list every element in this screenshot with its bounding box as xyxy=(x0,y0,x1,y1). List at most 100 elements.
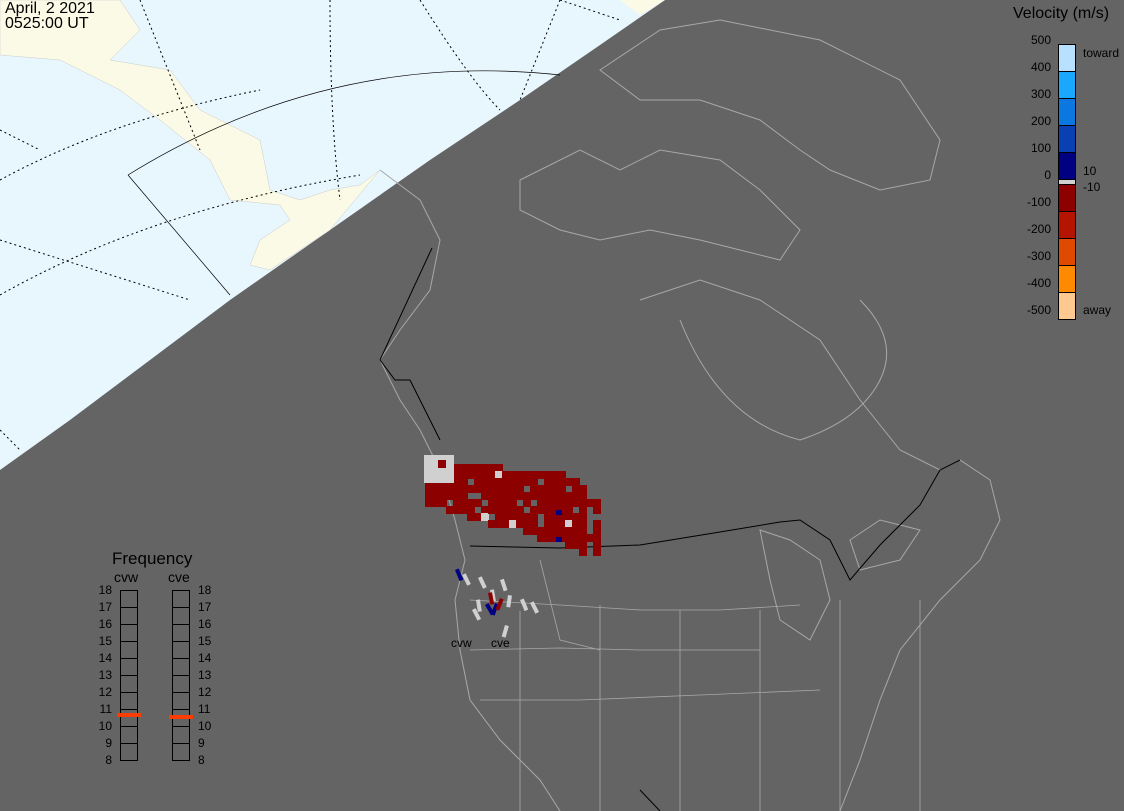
scatter-cell xyxy=(439,485,447,493)
scatter-cell xyxy=(537,471,545,479)
scatter-cell xyxy=(460,499,468,507)
scatter-cell xyxy=(530,485,538,493)
colorbar-tick-label: -100 xyxy=(1026,195,1051,209)
scatter-cell xyxy=(544,492,552,500)
scatter-cell xyxy=(453,464,461,472)
scatter-cell xyxy=(537,506,545,514)
scatter-cell xyxy=(460,485,468,493)
scatter-cell xyxy=(502,513,510,521)
scatter-cell xyxy=(488,471,496,479)
scatter-cell xyxy=(544,485,552,493)
scatter-cell xyxy=(488,478,496,486)
scatter-cell xyxy=(593,499,601,507)
colorbar-segment xyxy=(1059,153,1075,180)
scatter-vector xyxy=(472,608,482,621)
scatter-cell xyxy=(565,506,573,514)
scatter-cell xyxy=(481,471,489,479)
scatter-cell xyxy=(551,527,559,535)
colorbar-segment xyxy=(1059,266,1075,293)
scatter-cell xyxy=(579,520,587,528)
scatter-cell xyxy=(530,492,538,500)
scatter-cell xyxy=(516,492,524,500)
colorbar-segment xyxy=(1059,239,1075,266)
scatter-cell xyxy=(537,492,545,500)
scatter-vector xyxy=(462,573,471,586)
scatter-cell xyxy=(558,499,566,507)
scatter-vector xyxy=(488,592,495,605)
away-label: away xyxy=(1083,303,1112,317)
scatter-cell xyxy=(523,513,531,521)
frequency-tick-label: 15 xyxy=(98,634,112,648)
scatter-cell xyxy=(516,485,524,493)
scatter-cell xyxy=(523,492,531,500)
toward-label: toward xyxy=(1083,46,1120,60)
scatter-cell xyxy=(558,527,566,535)
scatter-cell xyxy=(502,492,510,500)
scatter-cell xyxy=(488,506,496,514)
colorbar-tick-label: -300 xyxy=(1026,249,1051,263)
frequency-tick-label: 9 xyxy=(105,736,112,750)
scatter-cell xyxy=(516,478,524,486)
scatter-cell xyxy=(474,513,482,521)
scatter-cell xyxy=(438,460,446,468)
scatter-vector xyxy=(478,576,487,589)
colorbar-tick-label: 500 xyxy=(1030,33,1051,47)
scatter-cell xyxy=(530,527,538,535)
scatter-cell xyxy=(558,492,566,500)
daylight-land xyxy=(0,0,381,271)
scatter-vector xyxy=(530,601,539,614)
scatter-cell xyxy=(523,527,531,535)
scatter-cell xyxy=(523,478,531,486)
scatter-cell xyxy=(565,513,573,521)
colorbar-tick-label: -200 xyxy=(1026,222,1051,236)
scatter-cell xyxy=(558,485,566,493)
scatter-cell xyxy=(586,534,594,542)
scatter-cell xyxy=(495,499,503,507)
scatter-cell xyxy=(593,541,601,549)
frequency-tick-label: 16 xyxy=(198,617,212,631)
scatter-cell xyxy=(544,534,552,542)
scatter-cell xyxy=(467,485,475,493)
scatter-cell xyxy=(453,499,461,507)
scatter-cell xyxy=(453,471,461,479)
scatter-cell xyxy=(579,492,587,500)
scatter-cell xyxy=(495,485,503,493)
scatter-cell xyxy=(572,541,580,549)
scatter-cell xyxy=(488,492,496,500)
scatter-cell xyxy=(523,499,531,507)
scatter-cell xyxy=(565,499,573,507)
scatter-cell xyxy=(530,478,538,486)
scatter-cell xyxy=(509,471,517,479)
scatter-cell xyxy=(516,520,524,528)
scatter-cell xyxy=(565,541,573,549)
inner-neg-label: -10 xyxy=(1083,180,1101,194)
scatter-cell xyxy=(453,492,461,500)
scatter-cell xyxy=(495,471,503,479)
scatter-cell xyxy=(474,478,482,486)
radar-label-cve: cve xyxy=(491,636,510,650)
scatter-cell xyxy=(556,537,562,542)
colorbar-segment xyxy=(1059,180,1075,185)
scatter-cell xyxy=(495,464,503,472)
scatter-cell xyxy=(495,513,503,521)
scatter-cell xyxy=(509,485,517,493)
frequency-tick-label: 17 xyxy=(198,600,212,614)
colorbar-tick-label: 200 xyxy=(1030,114,1051,128)
scatter-cell xyxy=(579,548,587,556)
colorbar-segment xyxy=(1059,212,1075,239)
scatter-cell xyxy=(425,499,433,507)
scatter-cell xyxy=(467,513,475,521)
frequency-tick-label: 18 xyxy=(198,583,212,597)
scatter-cell xyxy=(565,520,573,528)
time-label: 0525:00 UT xyxy=(5,15,89,32)
frequency-tick-label: 13 xyxy=(98,668,112,682)
scatter-cell xyxy=(579,499,587,507)
scatter-cell xyxy=(467,464,475,472)
scatter-cell xyxy=(572,534,580,542)
colorbar-segment xyxy=(1059,293,1075,319)
scatter-cell xyxy=(551,499,559,507)
scatter-cell xyxy=(425,492,433,500)
velocity-colorbar-title: Velocity (m/s) xyxy=(1013,5,1110,22)
scatter-cell xyxy=(453,506,461,514)
